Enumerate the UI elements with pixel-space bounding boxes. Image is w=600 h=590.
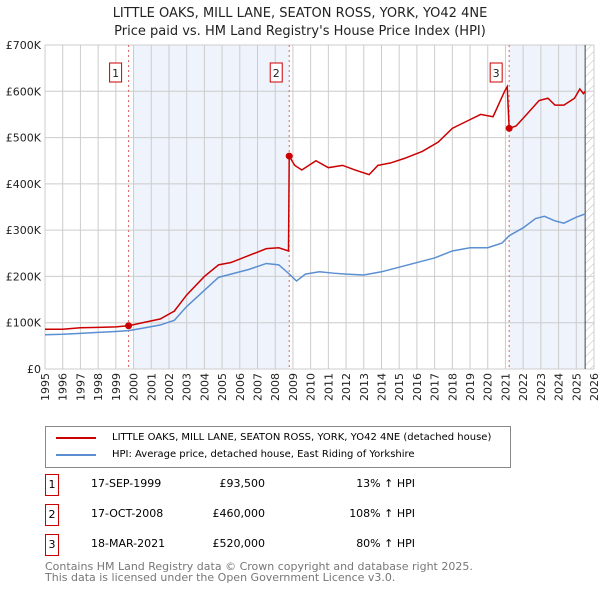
x-tick-label: 1996 [57, 373, 70, 401]
x-tick-label: 2015 [393, 373, 406, 401]
sale-hpi-diff: 80% ↑ HPI [356, 537, 415, 550]
x-tick-label: 2019 [464, 373, 477, 401]
y-tick-label: £400K [6, 178, 42, 191]
x-tick-label: 2009 [287, 373, 300, 401]
sale-point [285, 152, 293, 160]
x-tick-label: 2020 [482, 373, 495, 401]
x-tick-label: 2006 [234, 373, 247, 401]
footer-line-1: Contains HM Land Registry data © Crown c… [45, 560, 473, 573]
sale-date: 17-SEP-1999 [91, 477, 162, 490]
chart-title: LITTLE OAKS, MILL LANE, SEATON ROSS, YOR… [112, 6, 488, 21]
x-tick-label: 2000 [128, 373, 141, 401]
property-price-line [45, 84, 586, 330]
x-tick-label: 2014 [375, 373, 388, 401]
x-tick-label: 1998 [92, 373, 105, 401]
sale-marker-number: 1 [112, 67, 119, 80]
x-tick-label: 2004 [198, 373, 211, 401]
sale-point [125, 322, 133, 330]
x-tick-label: 2003 [181, 373, 194, 401]
shaded-period [509, 45, 586, 369]
x-tick-label: 2012 [340, 373, 353, 401]
x-tick-label: 2008 [269, 373, 282, 401]
sale-marker-label: 2 [45, 504, 59, 526]
price-chart: 1995 1996 1997 1998 1999 2000 2001 2002 2003 2004… [6, 39, 600, 401]
legend-label-hpi: HPI: Average price, detached house, East… [112, 449, 415, 460]
sale-marker-number: 2 [273, 67, 280, 80]
legend-swatch-property [56, 436, 96, 439]
x-tick-label: 2016 [411, 373, 424, 401]
sale-hpi-diff: 13% ↑ HPI [356, 477, 415, 490]
x-tick-label: 2022 [517, 373, 530, 401]
x-tick-label: 1999 [110, 373, 123, 401]
sale-marker-number: 3 [493, 67, 500, 80]
x-tick-label: 2011 [322, 373, 335, 401]
sale-marker-box [109, 62, 123, 83]
y-tick-label: £700K [6, 39, 42, 52]
x-tick-label: 2021 [499, 373, 512, 401]
sale-price: £93,500 [219, 477, 266, 490]
sale-price: £520,000 [212, 537, 266, 550]
hpi-line [44, 213, 586, 336]
sale-marker-box [269, 62, 283, 83]
x-tick-label: 2005 [216, 373, 229, 401]
sale-row: 3 18-MAR-2021 £520,000 80% ↑ HPI [45, 534, 445, 556]
x-tick-label: 2017 [429, 373, 442, 401]
legend-label-property: LITTLE OAKS, MILL LANE, SEATON ROSS, YOR… [112, 432, 492, 443]
y-tick-label: £600K [6, 85, 42, 98]
sale-date: 17-OCT-2008 [91, 507, 164, 520]
x-tick-label: 2025 [570, 373, 583, 401]
sale-point [505, 124, 513, 132]
shaded-period [133, 45, 290, 369]
forecast-hatch [585, 45, 594, 369]
sale-row: 2 17-OCT-2008 £460,000 108% ↑ HPI [45, 504, 445, 526]
legend: LITTLE OAKS, MILL LANE, SEATON ROSS, YOR… [45, 426, 511, 468]
x-tick-label: 2018 [446, 373, 459, 401]
chart-subtitle: Price paid vs. HM Land Registry's House … [114, 24, 486, 39]
x-tick-label: 2026 [588, 373, 600, 401]
footer-line-2: This data is licensed under the Open Gov… [45, 571, 396, 584]
x-tick-label: 2002 [163, 373, 176, 401]
sale-price: £460,000 [212, 507, 266, 520]
sale-date: 18-MAR-2021 [91, 537, 166, 550]
x-tick-label: 2010 [305, 373, 318, 401]
sale-row: 1 17-SEP-1999 £93,500 13% ↑ HPI [45, 474, 445, 496]
y-tick-label: £200K [6, 270, 42, 283]
x-tick-label: 1995 [39, 373, 52, 401]
sale-marker-box [489, 62, 503, 83]
legend-swatch-hpi [56, 453, 96, 456]
y-tick-label: £0 [27, 363, 41, 376]
y-tick-label: £300K [6, 224, 42, 237]
x-tick-label: 2001 [145, 373, 158, 401]
footer: Contains HM Land Registry data © Crown c… [45, 561, 473, 583]
x-tick-label: 1997 [74, 373, 87, 401]
x-tick-label: 2023 [535, 373, 548, 401]
y-tick-label: £500K [6, 132, 42, 145]
x-tick-label: 2007 [252, 373, 265, 401]
sale-marker-label: 1 [45, 474, 59, 496]
x-tick-label: 2013 [358, 373, 371, 401]
sale-hpi-diff: 108% ↑ HPI [349, 507, 415, 520]
sale-marker-label: 3 [45, 534, 59, 556]
y-tick-label: £100K [6, 317, 42, 330]
x-tick-label: 2024 [553, 373, 566, 401]
